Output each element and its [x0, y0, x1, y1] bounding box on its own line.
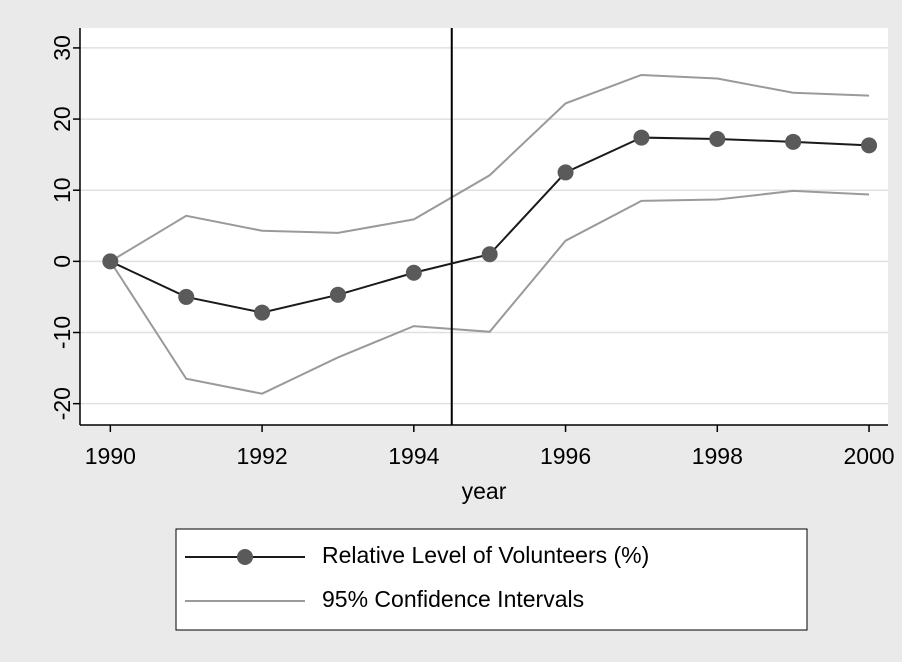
marker	[254, 304, 271, 321]
x-tick-label: 2000	[843, 443, 894, 469]
x-tick-label: 1994	[388, 443, 439, 469]
y-tick-label: -10	[49, 316, 75, 349]
ci-line	[109, 73, 870, 263]
y-tick-label: 30	[49, 35, 75, 61]
marker	[557, 164, 574, 181]
marker	[329, 286, 346, 303]
y-tick-label: -20	[49, 387, 75, 420]
y-tick-label: 0	[49, 255, 75, 268]
x-tick-label: 1992	[236, 443, 287, 469]
x-tick-label: 1990	[85, 443, 136, 469]
marker	[405, 264, 422, 281]
marker	[861, 137, 878, 154]
x-tick-label: 1996	[540, 443, 591, 469]
marker	[178, 288, 195, 305]
marker	[481, 246, 498, 263]
marker	[102, 253, 119, 270]
marker	[633, 129, 650, 146]
x-axis-label: year	[462, 478, 507, 504]
marker	[709, 130, 726, 147]
y-tick-label: 20	[49, 106, 75, 132]
marker	[785, 133, 802, 150]
legend-marker	[237, 549, 253, 565]
x-tick-label: 1998	[692, 443, 743, 469]
plot-area	[80, 28, 888, 425]
y-tick-label: 10	[49, 177, 75, 203]
ci-line	[109, 189, 870, 395]
legend-label: Relative Level of Volunteers (%)	[322, 542, 649, 568]
legend-label: 95% Confidence Intervals	[322, 586, 584, 612]
legend	[175, 528, 808, 631]
